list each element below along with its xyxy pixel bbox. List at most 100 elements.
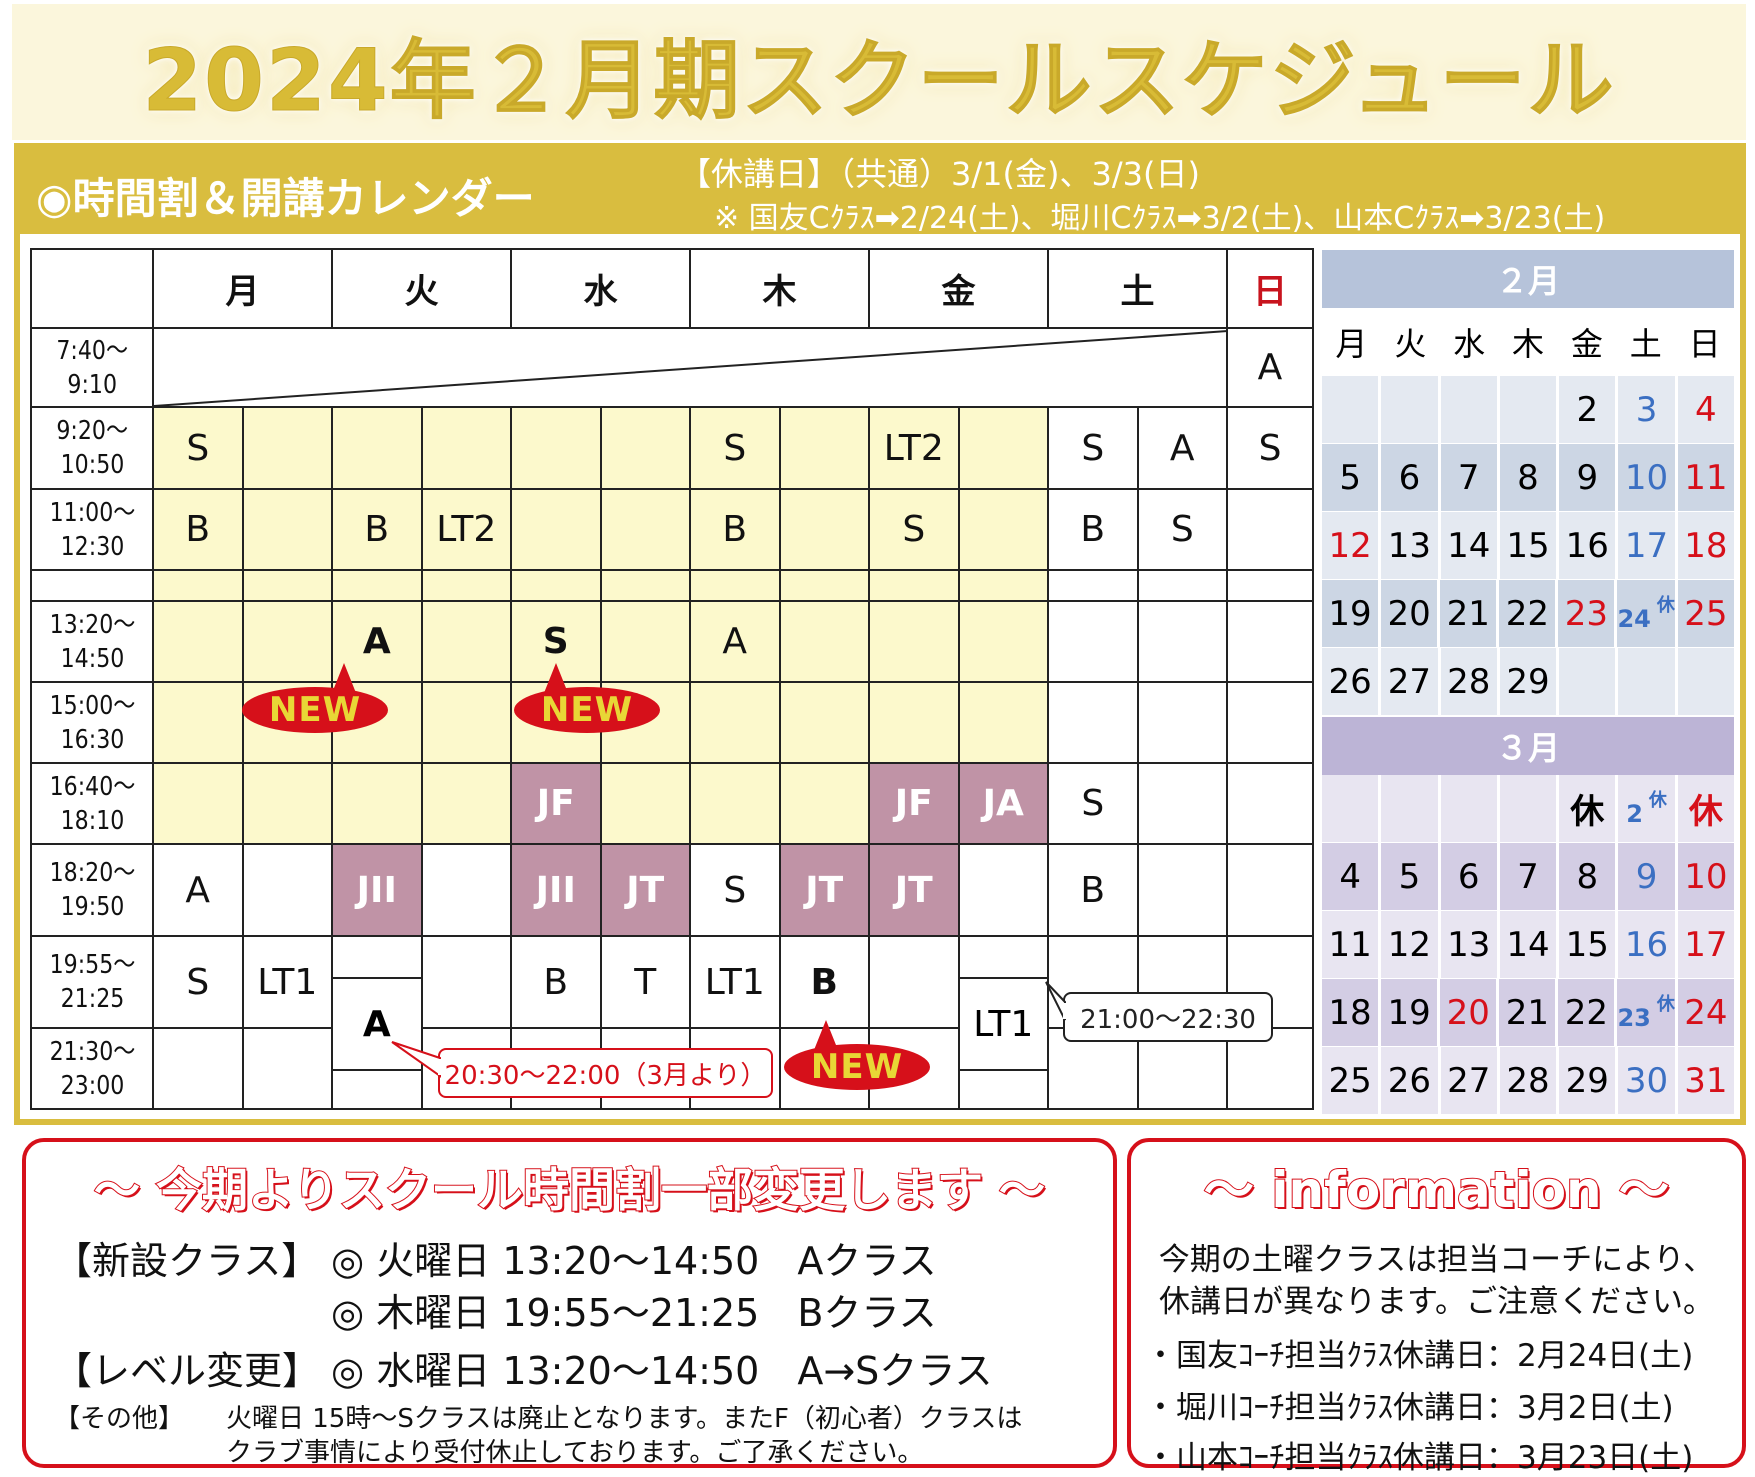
empty-cell [601, 571, 691, 602]
empty-cell [1228, 571, 1314, 602]
fri-evening-class[interactable]: LT1 [957, 977, 1049, 1071]
class-cell[interactable]: B [333, 490, 423, 571]
empty-cell [1228, 683, 1314, 764]
class-cell[interactable]: S [1138, 490, 1228, 571]
empty-cell [154, 571, 244, 602]
info-item: ・山本ｺｰﾁ担当ｸﾗｽ休講日：3月23日(土) [1145, 1440, 1694, 1476]
time-label: 21:30～ [49, 1036, 135, 1067]
empty-cell [333, 764, 423, 845]
calendar-day: 14 [1440, 512, 1497, 579]
class-cell[interactable]: LT1 [691, 937, 781, 1029]
closed-slot [154, 329, 1228, 408]
class-cell[interactable]: T [601, 937, 691, 1029]
class-cell[interactable]: JT [870, 845, 960, 937]
class-cell[interactable]: LT2 [870, 408, 960, 490]
day-number: 21 [1446, 593, 1490, 634]
day-number: 28 [1447, 661, 1491, 702]
class-cell[interactable]: JA [959, 764, 1049, 845]
class-cell[interactable]: JT [780, 845, 870, 937]
calendar-day: 13 [1440, 911, 1497, 978]
weekday-label: 日 [1688, 325, 1721, 363]
empty-cell [1228, 490, 1314, 571]
calendar-day: 16 [1618, 911, 1675, 978]
day-number: 20 [1387, 593, 1431, 634]
calendar-day: 30 [1618, 1047, 1675, 1114]
empty-cell [780, 602, 870, 683]
time-label: 9:20～ [56, 416, 128, 446]
class-cell[interactable]: B [780, 937, 870, 1029]
calendar-day: 17 [1677, 911, 1734, 978]
class-cell[interactable]: S [154, 937, 244, 1029]
time-label: 15:00～ [49, 690, 135, 721]
class-cell[interactable]: B [512, 937, 602, 1029]
class-cell[interactable]: S [1228, 408, 1314, 490]
calendar-day: 28 [1440, 648, 1497, 715]
class-cell[interactable]: JF [870, 764, 960, 845]
calendar-day [1381, 775, 1438, 842]
empty-cell [422, 845, 512, 937]
class-cell[interactable]: S [870, 490, 960, 571]
time-slot: 11:00～ 12:30 [32, 490, 154, 571]
empty-cell [243, 602, 333, 683]
calendar-day: 12 [1322, 512, 1379, 579]
calendar-day: 9 [1559, 444, 1616, 511]
empty-cell [512, 408, 602, 490]
calendar-day: 4 [1322, 843, 1379, 910]
holiday-coach: ※ 国友Cｸﾗｽ➡2/24(土)、堀川Cｸﾗｽ➡3/2(土)、山本Cｸﾗｽ➡3/… [714, 201, 1606, 236]
closed-mark: 休 [1648, 789, 1667, 811]
empty-cell [1228, 602, 1314, 683]
class-cell[interactable]: S [1049, 408, 1139, 490]
class-cell[interactable]: B [154, 490, 244, 571]
day-number: 9 [1576, 457, 1599, 498]
class-cell[interactable]: JII [512, 845, 602, 937]
class-cell[interactable]: S [691, 408, 781, 490]
weekday-label: 金 [1570, 325, 1603, 363]
new-badge: NEW [242, 663, 388, 733]
calendar-day [1618, 648, 1675, 715]
empty-cell [422, 683, 512, 764]
empty-cell [1138, 571, 1228, 602]
day-number: 27 [1447, 1060, 1491, 1101]
class-cell[interactable]: JII [333, 845, 423, 937]
day-number: 30 [1624, 1060, 1669, 1101]
page-title: 2024年２月期スクールスケジュール [142, 30, 1616, 131]
info-item: ・堀川ｺｰﾁ担当ｸﾗｽ休講日：3月2日(土) [1145, 1390, 1674, 1426]
class-cell[interactable]: B [691, 490, 781, 571]
class-cell[interactable]: JT [601, 845, 691, 937]
day-number: 18 [1328, 992, 1372, 1033]
callout-text: 20:30～22:00（3月より） [444, 1060, 767, 1091]
class-cell[interactable]: S [1049, 764, 1139, 845]
class-cell[interactable]: S [691, 845, 781, 937]
class-cell[interactable]: A [154, 845, 244, 937]
time-slot: 19:55～ 21:25 [32, 937, 154, 1029]
class-cell[interactable]: A [691, 602, 781, 683]
class-cell[interactable]: LT1 [243, 937, 333, 1029]
day-number: 24 [1617, 604, 1651, 633]
level-change-item: ◎ 水曜日 13:20～14:50 A→Sクラス [331, 1349, 993, 1393]
class-cell[interactable]: A [1138, 408, 1228, 490]
time-label: 14:50 [60, 643, 124, 674]
new-class-item: ◎ 木曜日 19:55～21:25 Bクラス [331, 1291, 937, 1335]
day-number: 10 [1624, 457, 1669, 498]
empty-cell [1138, 683, 1228, 764]
empty-cell [243, 764, 333, 845]
calendar-week: 4 5 6 7 8 9 10 [1322, 843, 1734, 910]
tue-evening-class[interactable]: A [331, 977, 423, 1071]
day-number: 29 [1506, 661, 1550, 702]
class-cell[interactable]: S [154, 408, 244, 490]
time-slot: 16:40～ 18:10 [32, 764, 154, 845]
time-label: 19:50 [60, 892, 124, 922]
other-line: 火曜日 15時～Sクラスは廃止となります。またF（初心者）クラスは [226, 1404, 1023, 1434]
class-cell[interactable]: B [1049, 490, 1139, 571]
day-number: 16 [1624, 924, 1669, 965]
empty-cell [512, 490, 602, 571]
empty-cell [601, 408, 691, 490]
class-cell[interactable]: JF [512, 764, 602, 845]
class-cell[interactable]: B [1049, 845, 1139, 937]
calendar-day: 26 [1322, 648, 1379, 715]
class-cell[interactable]: LT2 [422, 490, 512, 571]
schedule-changes-box: ～ 今期よりスクール時間割一部変更します ～ 【新設クラス】 ◎ 火曜日 13:… [22, 1138, 1117, 1468]
calendar-day: 12 [1381, 911, 1438, 978]
empty-cell [691, 683, 781, 764]
calendar: ２月月火水木金土日 2 3 4 5 6 7 8 9 10 11 12 13 14 15 16 17 18 19 20 2… [1322, 250, 1734, 1115]
